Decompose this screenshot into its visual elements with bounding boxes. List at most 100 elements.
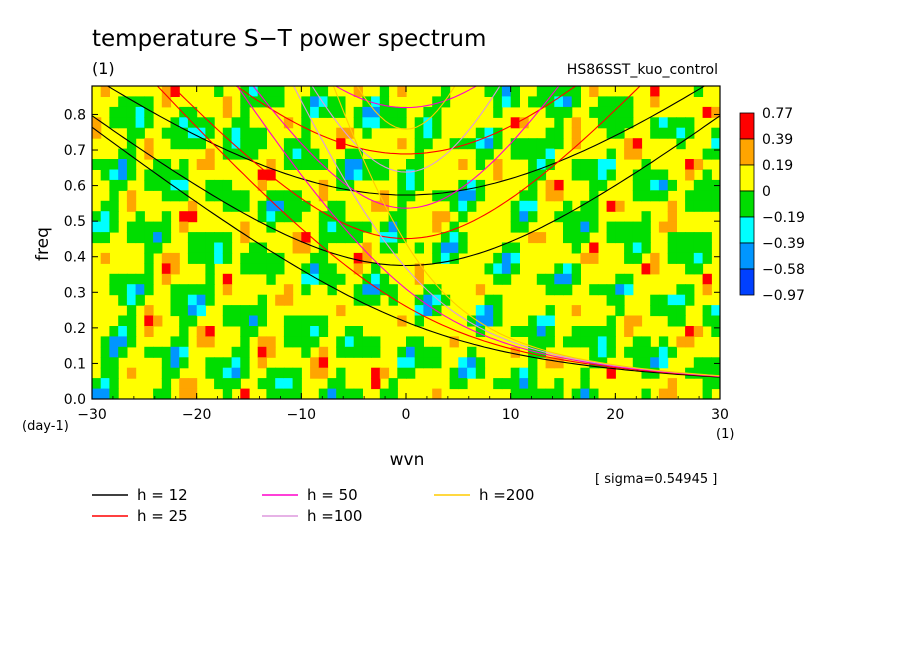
field-cell [266, 169, 276, 181]
field-cell [118, 273, 128, 285]
field-cell [493, 273, 503, 285]
field-cell [432, 211, 442, 223]
field-cell [266, 252, 276, 264]
field-cell [109, 117, 119, 129]
field-cell [344, 336, 355, 348]
field-cell [214, 86, 224, 97]
field-cell [545, 388, 555, 399]
field-cell [118, 117, 128, 129]
field-cell [222, 96, 233, 108]
figure-title: temperature S−T power spectrum [92, 26, 486, 52]
field-cell [554, 86, 564, 97]
field-cell [92, 232, 102, 244]
field-cell [257, 294, 267, 306]
field-cell [693, 326, 704, 337]
field-cell [414, 346, 424, 358]
field-cell [536, 138, 547, 150]
field-cell [440, 86, 451, 97]
field-cell [379, 169, 390, 181]
colorbar-swatch [739, 242, 755, 270]
field-cell [266, 86, 276, 97]
field-cell [519, 221, 529, 233]
x-axis: −30 −20 −10 0 10 20 30 [77, 86, 729, 423]
field-cell [100, 169, 110, 181]
field-cell [606, 148, 616, 160]
field-cell [187, 315, 198, 327]
colorbar-swatch [739, 164, 755, 192]
field-cell [371, 96, 381, 108]
field-cell [353, 169, 363, 181]
field-cell [214, 190, 224, 202]
field-cell [493, 86, 503, 97]
field-cell [589, 326, 599, 337]
field-cell [702, 305, 712, 317]
field-cell [501, 242, 512, 254]
field-cell [554, 388, 564, 399]
field-cell [449, 232, 459, 244]
field-cell [658, 127, 669, 139]
field-cell [205, 284, 215, 296]
field-cell [484, 138, 494, 150]
field-cell [187, 388, 198, 399]
field-cell [231, 127, 241, 139]
field-cell [379, 190, 390, 202]
field-cell [283, 200, 294, 212]
field-cell [493, 96, 503, 108]
field-cell [170, 138, 180, 150]
field-cell [545, 106, 555, 118]
field-cell [301, 336, 311, 348]
field-cell [676, 138, 686, 150]
field-cell [179, 117, 189, 129]
field-cell [240, 263, 250, 275]
field-cell [440, 294, 451, 306]
field-cell [231, 346, 241, 358]
field-cell [179, 159, 189, 170]
field-cell [388, 221, 398, 233]
field-cell [484, 127, 494, 139]
field-cell [589, 336, 599, 348]
field-cell [580, 252, 590, 264]
field-cell [475, 357, 486, 369]
field-cell [379, 242, 390, 254]
field-cell [205, 148, 215, 160]
field-cell [676, 294, 686, 306]
x-tick-label: 30 [711, 407, 729, 423]
field-cell [563, 336, 573, 348]
field-cell [536, 346, 547, 358]
field-cell [144, 242, 154, 254]
field-cell [161, 357, 172, 369]
field-cell [318, 190, 329, 202]
field-cell [318, 367, 329, 379]
field-cell [109, 159, 119, 170]
field-cell [545, 190, 555, 202]
field-cell [484, 148, 494, 160]
field-cell [449, 242, 459, 254]
field-cell [222, 284, 233, 296]
field-cell [571, 232, 581, 244]
field-cell [536, 336, 547, 348]
field-cell [632, 346, 643, 358]
field-cell [353, 159, 363, 170]
field-cell [170, 127, 180, 139]
field-cell [161, 378, 172, 390]
field-cell [327, 388, 337, 399]
field-cell [196, 284, 206, 296]
field-cell [702, 179, 712, 191]
field-cell [240, 367, 250, 379]
field-cell [676, 315, 686, 327]
field-cell [92, 211, 102, 223]
field-cell [283, 138, 294, 150]
field-cell [519, 388, 529, 399]
field-cell [301, 273, 311, 285]
field-cell [353, 86, 363, 97]
dispersion-curve [156, 86, 720, 378]
field-cell [100, 159, 110, 170]
field-cell [589, 190, 599, 202]
field-cell [231, 357, 241, 369]
field-cell [711, 367, 720, 379]
field-cell [327, 284, 337, 296]
field-cell [179, 357, 189, 369]
field-cell [615, 232, 625, 244]
field-cell [109, 346, 119, 358]
field-cell [685, 294, 695, 306]
